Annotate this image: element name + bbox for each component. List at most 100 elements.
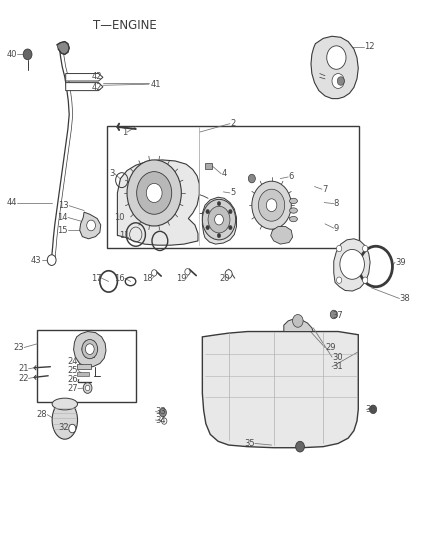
Circle shape <box>206 209 209 214</box>
Circle shape <box>363 277 368 284</box>
Text: 15: 15 <box>57 226 68 235</box>
Text: 42: 42 <box>92 84 102 92</box>
Polygon shape <box>202 332 358 448</box>
Text: 11: 11 <box>119 231 129 240</box>
Circle shape <box>83 383 92 393</box>
Bar <box>77 364 91 369</box>
Text: 41: 41 <box>151 80 162 88</box>
Ellipse shape <box>52 401 78 439</box>
Circle shape <box>215 214 223 225</box>
Circle shape <box>137 172 172 214</box>
Polygon shape <box>117 160 199 245</box>
Circle shape <box>336 245 342 252</box>
Text: 38: 38 <box>399 294 410 303</box>
Text: 34: 34 <box>155 416 166 424</box>
Polygon shape <box>311 36 358 99</box>
Polygon shape <box>57 42 69 54</box>
Text: 21: 21 <box>18 365 28 373</box>
Circle shape <box>258 189 285 221</box>
Text: 2: 2 <box>230 119 235 128</box>
Circle shape <box>185 269 190 275</box>
Circle shape <box>332 74 344 88</box>
Circle shape <box>159 408 166 417</box>
Text: 8: 8 <box>334 199 339 208</box>
Circle shape <box>146 183 162 203</box>
Circle shape <box>69 424 76 433</box>
Circle shape <box>206 225 209 230</box>
Polygon shape <box>66 74 103 81</box>
Text: 37: 37 <box>332 311 343 320</box>
Circle shape <box>327 46 346 69</box>
Circle shape <box>330 310 337 319</box>
Text: 12: 12 <box>364 43 375 51</box>
Text: 14: 14 <box>57 213 68 222</box>
Text: 30: 30 <box>332 353 343 361</box>
Circle shape <box>47 255 56 265</box>
Text: 1: 1 <box>122 128 127 136</box>
Bar <box>205 163 212 169</box>
Circle shape <box>23 49 32 60</box>
Circle shape <box>208 206 230 233</box>
Text: 43: 43 <box>31 256 42 264</box>
Text: 6: 6 <box>288 173 293 181</box>
Text: 23: 23 <box>14 343 24 352</box>
Circle shape <box>370 405 377 414</box>
Circle shape <box>266 199 277 212</box>
Text: 29: 29 <box>325 343 336 352</box>
Text: 27: 27 <box>67 384 78 393</box>
Text: 42: 42 <box>92 72 102 81</box>
Ellipse shape <box>290 198 297 204</box>
Text: 20: 20 <box>219 274 230 282</box>
Circle shape <box>127 160 181 226</box>
Circle shape <box>217 233 221 238</box>
Circle shape <box>337 77 344 85</box>
Bar <box>77 372 89 376</box>
Text: 26: 26 <box>67 375 78 384</box>
Text: 44: 44 <box>6 198 17 207</box>
Text: 17: 17 <box>91 274 102 282</box>
Ellipse shape <box>290 216 297 222</box>
Text: 25: 25 <box>67 366 78 375</box>
Text: 18: 18 <box>142 274 152 282</box>
Text: 19: 19 <box>176 274 186 282</box>
Text: 33: 33 <box>155 407 166 416</box>
Bar <box>37 330 136 402</box>
Text: 35: 35 <box>244 439 255 448</box>
Circle shape <box>202 199 236 240</box>
Text: 7: 7 <box>322 185 327 193</box>
Polygon shape <box>80 212 101 239</box>
Circle shape <box>248 174 255 183</box>
Circle shape <box>296 441 304 452</box>
Circle shape <box>82 340 98 359</box>
Text: 22: 22 <box>18 374 28 383</box>
Text: T—ENGINE: T—ENGINE <box>93 19 157 31</box>
Circle shape <box>152 270 157 276</box>
Text: 36: 36 <box>366 405 377 414</box>
Circle shape <box>217 201 221 206</box>
Text: 3: 3 <box>110 169 115 178</box>
Text: 32: 32 <box>59 423 69 432</box>
Circle shape <box>336 277 342 284</box>
Text: 13: 13 <box>59 201 69 210</box>
Text: 31: 31 <box>332 362 343 371</box>
Text: 5: 5 <box>230 189 235 197</box>
Ellipse shape <box>290 208 297 213</box>
Circle shape <box>87 220 95 231</box>
Polygon shape <box>284 319 313 332</box>
Text: 40: 40 <box>6 50 17 59</box>
Circle shape <box>229 225 232 230</box>
Polygon shape <box>334 239 370 291</box>
Circle shape <box>85 385 90 391</box>
Text: 4: 4 <box>221 169 226 178</box>
Polygon shape <box>74 332 106 367</box>
Text: 39: 39 <box>395 258 406 266</box>
Polygon shape <box>66 83 103 91</box>
Circle shape <box>363 245 368 252</box>
Text: 24: 24 <box>67 357 78 366</box>
Circle shape <box>229 209 232 214</box>
Text: 28: 28 <box>37 410 47 419</box>
Circle shape <box>85 344 94 354</box>
Circle shape <box>293 314 303 327</box>
Polygon shape <box>202 197 237 244</box>
Circle shape <box>340 249 364 279</box>
